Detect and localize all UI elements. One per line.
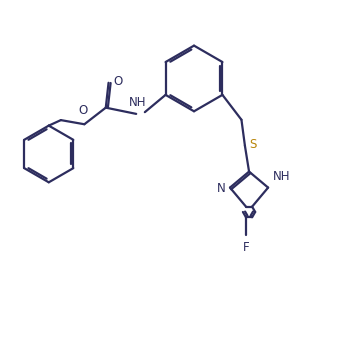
Text: O: O — [78, 104, 87, 117]
Text: NH: NH — [273, 170, 290, 184]
Text: F: F — [243, 242, 249, 254]
Text: O: O — [113, 75, 122, 87]
Text: NH: NH — [128, 96, 146, 109]
Text: N: N — [216, 183, 225, 195]
Text: S: S — [250, 138, 257, 151]
